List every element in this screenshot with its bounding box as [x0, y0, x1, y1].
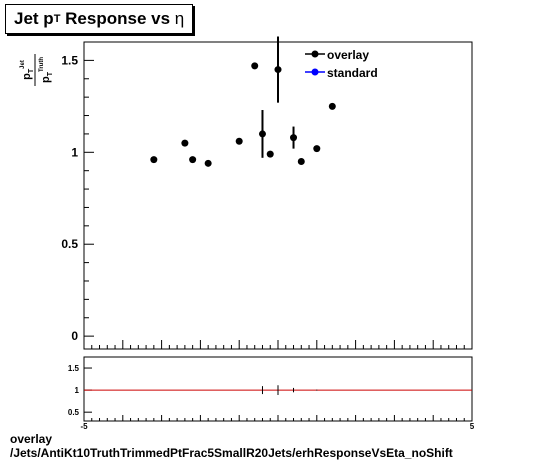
- ratio-y-tick-label: 0.5: [68, 408, 80, 417]
- legend-entry-standard: standard: [305, 66, 378, 80]
- title-subscript: T: [53, 13, 61, 25]
- ylabel-den-sup: Truth: [39, 57, 45, 72]
- data-point: [274, 66, 282, 74]
- svg-text:pTJet: pTJet: [20, 60, 35, 80]
- data-point: [150, 156, 158, 164]
- data-point: [313, 145, 321, 153]
- ylabel-den-sub: T: [47, 71, 54, 76]
- ratio-data-points: [261, 385, 318, 395]
- ylabel-num-sub: T: [28, 68, 35, 73]
- data-point: [328, 102, 336, 110]
- legend-overlay-label: overlay: [327, 48, 369, 62]
- main-data-points: [150, 36, 336, 167]
- legend: overlay standard: [305, 48, 378, 80]
- ylabel-den-main: p: [40, 76, 52, 83]
- ratio-x-tick-label: 5: [470, 422, 475, 431]
- legend-overlay-marker: [311, 50, 319, 58]
- data-point: [251, 62, 259, 70]
- legend-entry-overlay: overlay: [305, 48, 369, 62]
- ylabel-num-sup: Jet: [20, 60, 26, 69]
- y-tick-label: 1.5: [61, 53, 78, 67]
- legend-standard-label: standard: [327, 66, 378, 80]
- data-point: [297, 157, 305, 165]
- footer-path: /Jets/AntiKt10TruthTrimmedPtFrac5SmallR2…: [10, 446, 453, 460]
- y-tick-label: 0.5: [61, 237, 78, 251]
- data-point: [290, 134, 298, 142]
- ratio-axes: 0.5 1 1.5 -5 5: [68, 364, 475, 431]
- y-tick-label: 0: [71, 329, 78, 343]
- ratio-y-tick-label: 1.5: [68, 364, 80, 373]
- ratio-y-tick-label: 1: [75, 386, 80, 395]
- svg-text:pTTruth: pTTruth: [39, 57, 54, 83]
- data-point: [181, 139, 189, 147]
- main-axes: 0 0.5 1 1.5: [61, 53, 473, 349]
- ylabel-num-main: p: [21, 73, 33, 80]
- data-point: [235, 137, 243, 145]
- legend-standard-marker: [311, 68, 319, 76]
- data-point: [258, 130, 266, 138]
- ratio-x-tick-label: -5: [80, 422, 88, 431]
- data-point: [189, 156, 197, 164]
- y-axis-label: pTJet pTTruth: [20, 54, 54, 86]
- title-text-2: Response vs: [60, 9, 175, 28]
- footer-label: overlay: [10, 432, 53, 446]
- title-eta-symbol: η: [174, 9, 185, 28]
- y-tick-label: 1: [71, 145, 78, 159]
- title-text: Jet p: [14, 9, 54, 28]
- data-point: [204, 159, 212, 167]
- data-point: [266, 150, 274, 158]
